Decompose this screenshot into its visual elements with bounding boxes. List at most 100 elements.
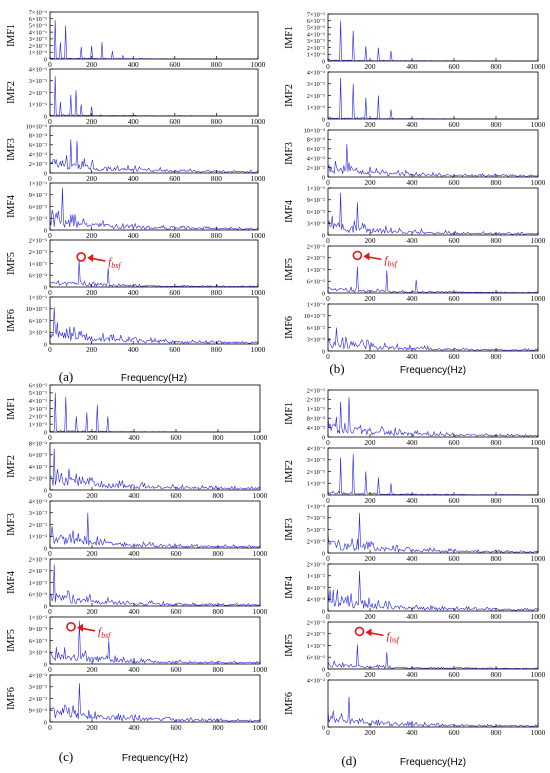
x-tick-label: 1000 xyxy=(251,345,266,354)
y-axis-label: IMF1 xyxy=(284,26,295,49)
x-tick-label: 200 xyxy=(365,438,376,447)
y-tick-label: 0 xyxy=(322,434,325,441)
subplot-imf4: 3×10⁻² 6×10⁻² 9×10⁻² 1×10⁻¹ 00 200 400 600 800 10… xyxy=(6,180,266,240)
x-tick-label: 1000 xyxy=(531,438,546,447)
x-tick-label: 400 xyxy=(407,294,418,303)
x-tick-label: 0 xyxy=(48,345,52,354)
fault-marker-arrowhead xyxy=(365,628,372,637)
spectrum-line xyxy=(49,307,259,344)
y-tick-label: 5×10⁻¹ xyxy=(307,25,325,32)
spectrum-line xyxy=(327,144,539,177)
fault-frequency-symbol: f xyxy=(98,626,103,638)
y-tick-label: 6×10⁻² xyxy=(307,279,325,286)
x-tick-label: 0 xyxy=(326,352,330,361)
y-tick-label: 2×10⁻¹ xyxy=(307,387,325,394)
axes-frame xyxy=(49,558,261,607)
subplot-imf4: 3×10⁻² 6×10⁻² 9×10⁻² 1×10⁻¹ 00 200 400 600 800 10… xyxy=(284,185,546,245)
y-tick-label: 6×10⁻³ xyxy=(29,592,47,599)
y-tick-label: 1×10⁻¹ xyxy=(307,105,325,112)
x-tick-label: 400 xyxy=(407,236,418,245)
spectrum-line xyxy=(327,77,539,120)
x-tick-label: 600 xyxy=(171,665,182,674)
y-tick-label: 2×10⁻¹ xyxy=(307,619,325,626)
x-tick-label: 1000 xyxy=(251,117,266,126)
y-tick-label: 0 xyxy=(44,113,47,120)
x-tick-label: 800 xyxy=(491,62,502,71)
x-tick-label: 200 xyxy=(365,62,376,71)
y-tick-label: 2×10⁻¹ xyxy=(29,43,47,50)
y-tick-label: 10×10⁻² xyxy=(26,306,47,313)
x-tick-label: 600 xyxy=(169,345,180,354)
axes-frame xyxy=(327,679,539,728)
fault-frequency-symbol: f xyxy=(108,256,113,268)
y-tick-label: 6×10⁻² xyxy=(307,146,325,153)
subplot-imf1: 01×10⁻¹2×10⁻¹3×10⁻¹4×10⁻¹5×10⁻¹6×10⁻¹7×1… xyxy=(284,11,546,71)
subplot-imf5: 6×10⁻² 1×10⁻¹ 2×10⁻¹ 2×10⁻¹ 00 200 400 600 800 10… xyxy=(6,237,266,297)
y-axis-label: IMF4 xyxy=(6,195,17,218)
x-axis-label: Frequency(Hz) xyxy=(122,753,188,764)
y-axis-label: IMF5 xyxy=(6,252,17,275)
y-tick-label: 4×10⁻¹ xyxy=(29,29,47,36)
x-tick-label: 1000 xyxy=(251,174,266,183)
x-tick-label: 200 xyxy=(87,549,98,558)
subplot-imf6: 4×10⁻² 00 200 400 600 800 1000 IMF6 xyxy=(284,677,546,737)
subplot-imf6: 3×10⁻² 6×10⁻² 10×10⁻² 1×10⁻¹ 00 200 400 600 800 1… xyxy=(284,301,546,361)
spectrum-line xyxy=(49,683,261,722)
x-tick-label: 600 xyxy=(171,607,182,616)
x-tick-label: 200 xyxy=(86,174,97,183)
x-tick-label: 800 xyxy=(211,345,222,354)
x-tick-label: 600 xyxy=(449,294,460,303)
x-tick-label: 600 xyxy=(449,178,460,187)
y-tick-label: 5×10⁻¹ xyxy=(29,390,47,397)
y-tick-label: 3×10⁻¹ xyxy=(29,36,47,43)
x-tick-label: 200 xyxy=(365,496,376,505)
y-tick-label: 4×10⁻² xyxy=(307,156,325,163)
panel-d: 04×10⁻²8×10⁻²1×10⁻¹2×10⁻¹2×10⁻¹0 200 400 60… xyxy=(284,387,546,768)
y-tick-label: 9×10⁻³ xyxy=(29,626,47,633)
y-tick-label: 2×10⁻¹ xyxy=(307,243,325,250)
x-tick-label: 600 xyxy=(169,117,180,126)
y-tick-label: 4×10⁻¹ xyxy=(307,31,325,38)
x-tick-label: 600 xyxy=(449,728,460,737)
spectrum-line xyxy=(50,260,259,288)
fault-frequency-subscript: bsf xyxy=(111,261,122,270)
y-tick-label: 2×10⁻² xyxy=(307,539,325,546)
x-tick-label: 600 xyxy=(169,174,180,183)
x-tick-label: 400 xyxy=(128,345,139,354)
y-tick-label: 1×10⁻² xyxy=(29,580,47,587)
axes-frame xyxy=(327,245,539,294)
y-axis-label: IMF6 xyxy=(6,309,17,332)
x-tick-label: 1000 xyxy=(531,554,546,563)
x-tick-label: 800 xyxy=(491,178,502,187)
x-tick-label: 200 xyxy=(86,231,97,240)
axes-frame xyxy=(327,71,539,120)
x-tick-label: 1000 xyxy=(251,60,266,69)
y-tick-label: 1×10⁻¹ xyxy=(307,52,325,59)
fault-marker-circle xyxy=(76,252,86,262)
y-tick-label: 1×10⁻¹ xyxy=(307,301,325,308)
x-tick-label: 400 xyxy=(407,728,418,737)
y-tick-label: 0 xyxy=(44,56,47,63)
subplot-imf2: 2×10⁻² 4×10⁻² 6×10⁻² 8×10⁻² 00 200 400 600 800 10… xyxy=(6,440,268,500)
y-axis-label: IMF2 xyxy=(6,455,17,478)
panel-a: 01×10⁻¹2×10⁻¹3×10⁻¹4×10⁻¹5×10⁻¹6×10⁻¹7×1… xyxy=(6,9,266,384)
x-tick-label: 0 xyxy=(326,120,330,129)
y-tick-label: 7×10⁻¹ xyxy=(29,9,47,16)
y-tick-label: 1×10⁻¹ xyxy=(307,503,325,510)
x-tick-label: 600 xyxy=(169,60,180,69)
subplot-imf2: 1×10⁻¹ 2×10⁻¹ 3×10⁻¹ 4×10⁻¹ 00 200 400 600 800 10… xyxy=(6,66,266,126)
x-tick-label: 0 xyxy=(48,231,52,240)
x-tick-label: 200 xyxy=(365,554,376,563)
y-tick-label: 0 xyxy=(44,603,47,610)
spectrum-line xyxy=(49,392,261,433)
y-tick-label: 3×10⁻² xyxy=(29,330,47,337)
spectrum-line xyxy=(49,187,259,231)
y-tick-label: 4×10⁻¹ xyxy=(29,66,47,73)
y-tick-label: 5×10⁻² xyxy=(307,527,325,534)
axes-frame xyxy=(49,125,259,174)
spectrum-line xyxy=(327,327,539,351)
y-tick-label: 2×10⁻² xyxy=(29,476,47,483)
x-tick-label: 400 xyxy=(407,554,418,563)
y-tick-label: 1×10⁻¹ xyxy=(307,643,325,650)
x-tick-label: 800 xyxy=(211,231,222,240)
